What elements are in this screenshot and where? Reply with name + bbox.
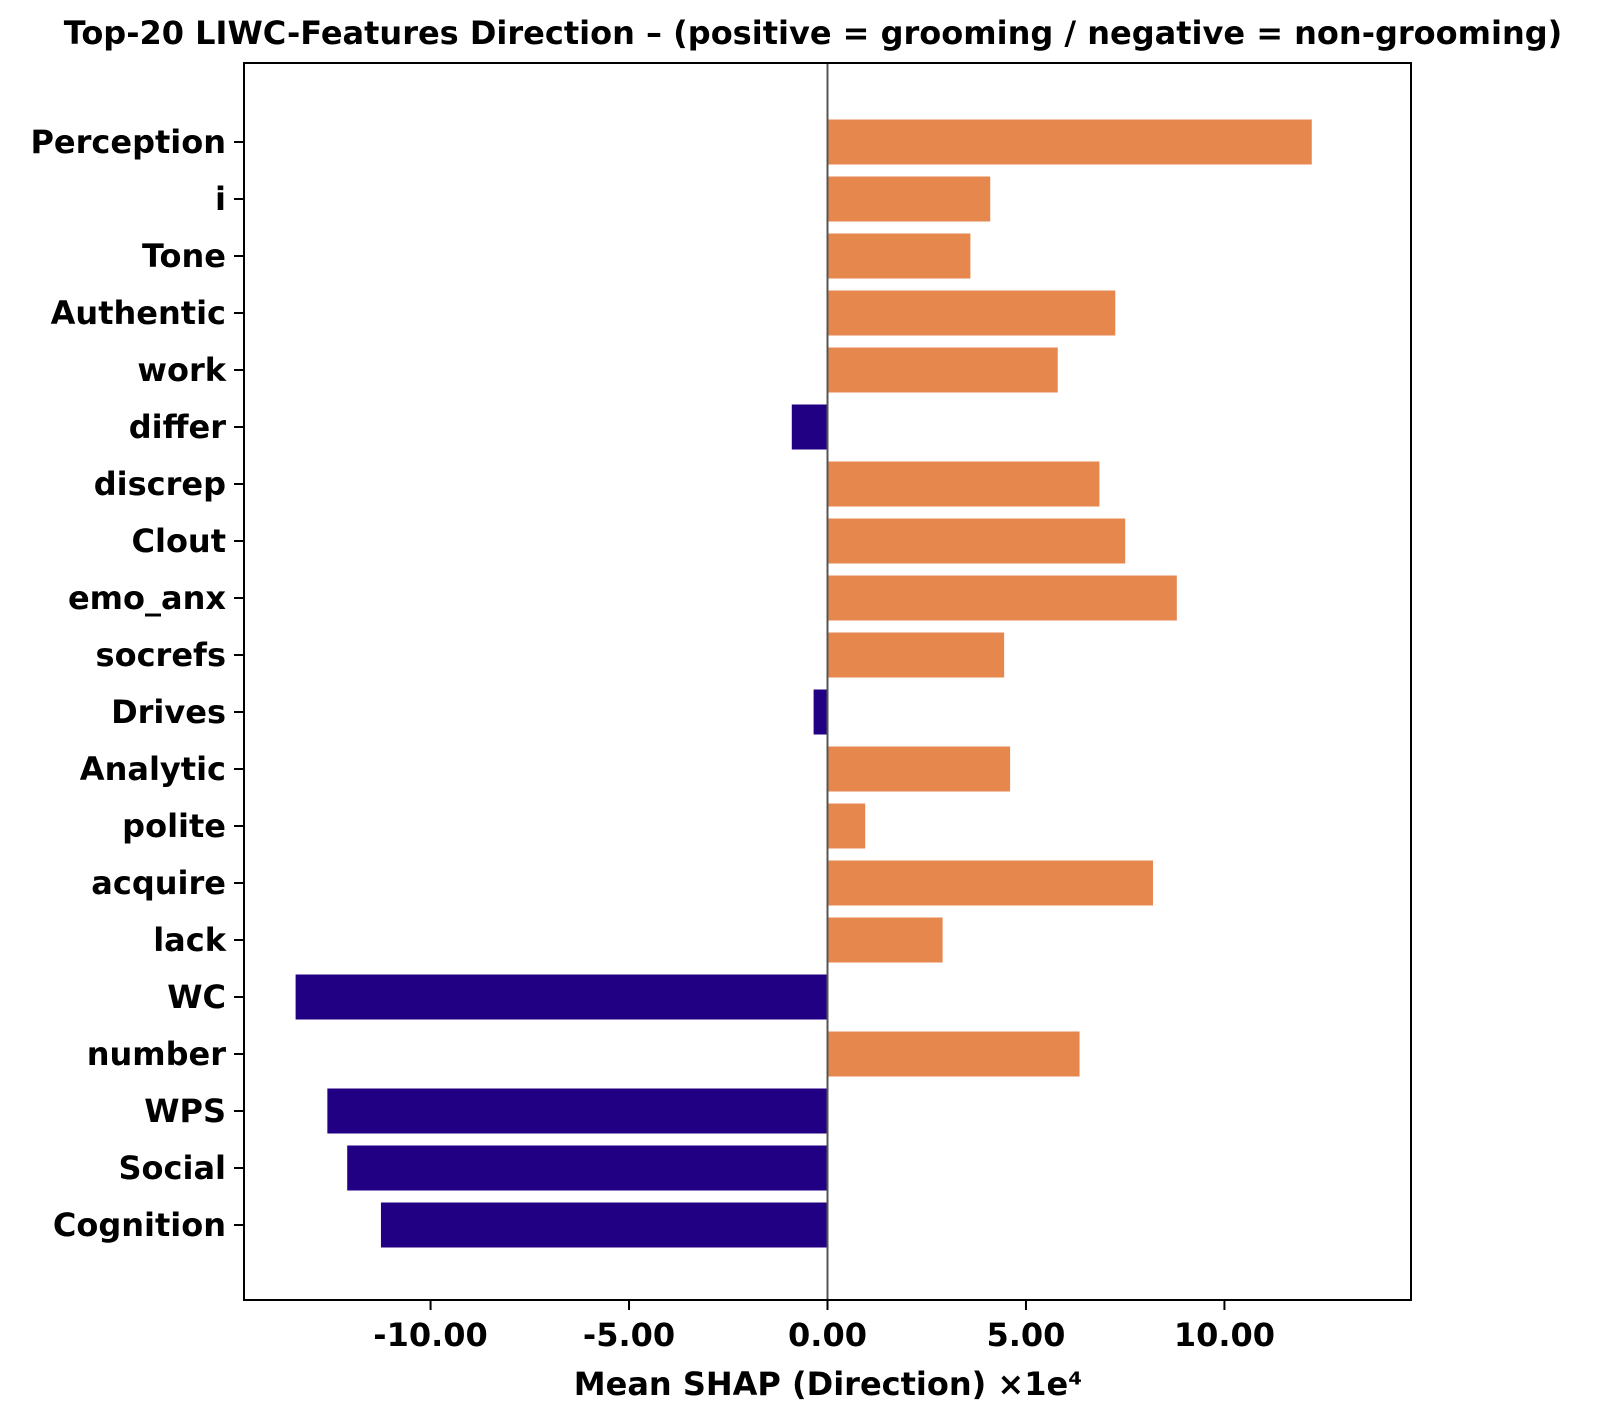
x-tick-label: 0.00 [788, 1316, 867, 1354]
y-tick-label: Analytic [80, 750, 226, 788]
bar-clout [827, 518, 1126, 564]
bar-perception [827, 119, 1312, 165]
chart-title: Top-20 LIWC-Features Direction – (positi… [64, 14, 1563, 52]
y-tick-label: number [87, 1035, 227, 1073]
bar-work [827, 347, 1058, 393]
y-tick-label: lack [153, 921, 227, 959]
bar-polite [827, 803, 866, 849]
y-tick-label: Perception [30, 123, 226, 161]
y-tick-label: acquire [91, 864, 226, 902]
bar-differ [791, 404, 828, 450]
bar-lack [827, 917, 943, 963]
y-tick-label: polite [122, 807, 226, 845]
bar-emo-anx [827, 575, 1177, 621]
bar-number [827, 1031, 1080, 1077]
bar-wps [327, 1088, 828, 1134]
bars-group [295, 119, 1312, 1248]
y-tick-label: emo_anx [68, 579, 226, 617]
bar-acquire [827, 860, 1153, 906]
x-tick-label: -5.00 [583, 1316, 675, 1354]
y-tick-label: discrep [94, 465, 226, 503]
y-tick-label: Drives [111, 693, 226, 731]
y-tick-label: Authentic [51, 294, 226, 332]
bar-authentic [827, 290, 1116, 336]
x-axis-ticks: -10.00 -5.00 0.00 5.00 10.00 [373, 1300, 1275, 1354]
bar-discrep [827, 461, 1100, 507]
y-tick-label: work [137, 351, 226, 389]
bar-tone [827, 233, 971, 279]
y-tick-label: differ [129, 408, 227, 446]
bar-analytic [827, 746, 1011, 792]
y-tick-label: WPS [144, 1092, 226, 1130]
y-tick-label: Clout [131, 522, 226, 560]
bar-socrefs [827, 632, 1005, 678]
bar-social [347, 1145, 828, 1191]
y-axis-ticks: Perception i Tone Authentic work differ discre… [30, 123, 244, 1244]
bar-cognition [380, 1202, 828, 1248]
plot-frame [243, 62, 1412, 1301]
y-tick-label: Tone [142, 237, 226, 275]
bar-drives [813, 689, 828, 735]
y-tick-label: i [215, 180, 226, 218]
y-tick-label: socrefs [96, 636, 226, 674]
x-tick-label: 10.00 [1174, 1316, 1275, 1354]
x-axis-label: Mean SHAP (Direction) ×1e⁴ [574, 1365, 1082, 1403]
x-tick-label: -10.00 [373, 1316, 488, 1354]
x-tick-label: 5.00 [986, 1316, 1065, 1354]
y-tick-label: Social [118, 1149, 226, 1187]
bar-i [827, 176, 991, 222]
bar-wc [295, 974, 828, 1020]
y-tick-label: Cognition [53, 1206, 226, 1244]
y-tick-label: WC [167, 978, 226, 1016]
